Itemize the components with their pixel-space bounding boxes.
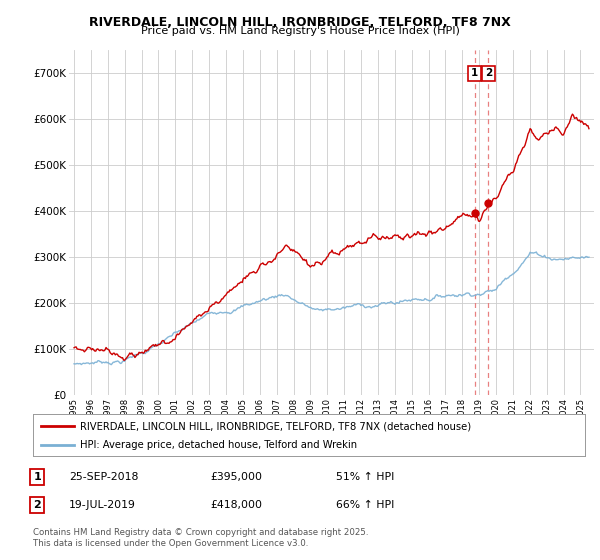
- Text: 25-SEP-2018: 25-SEP-2018: [69, 472, 139, 482]
- Text: £418,000: £418,000: [210, 500, 262, 510]
- Text: 51% ↑ HPI: 51% ↑ HPI: [336, 472, 394, 482]
- Text: 19-JUL-2019: 19-JUL-2019: [69, 500, 136, 510]
- Text: 1: 1: [471, 68, 478, 78]
- Text: 1: 1: [34, 472, 41, 482]
- Text: 2: 2: [34, 500, 41, 510]
- Text: £395,000: £395,000: [210, 472, 262, 482]
- Text: RIVERDALE, LINCOLN HILL, IRONBRIDGE, TELFORD, TF8 7NX (detached house): RIVERDALE, LINCOLN HILL, IRONBRIDGE, TEL…: [80, 421, 471, 431]
- Text: Price paid vs. HM Land Registry's House Price Index (HPI): Price paid vs. HM Land Registry's House …: [140, 26, 460, 36]
- Text: RIVERDALE, LINCOLN HILL, IRONBRIDGE, TELFORD, TF8 7NX: RIVERDALE, LINCOLN HILL, IRONBRIDGE, TEL…: [89, 16, 511, 29]
- Text: 2: 2: [485, 68, 492, 78]
- Text: HPI: Average price, detached house, Telford and Wrekin: HPI: Average price, detached house, Telf…: [80, 440, 357, 450]
- Text: 66% ↑ HPI: 66% ↑ HPI: [336, 500, 394, 510]
- Text: Contains HM Land Registry data © Crown copyright and database right 2025.
This d: Contains HM Land Registry data © Crown c…: [33, 528, 368, 548]
